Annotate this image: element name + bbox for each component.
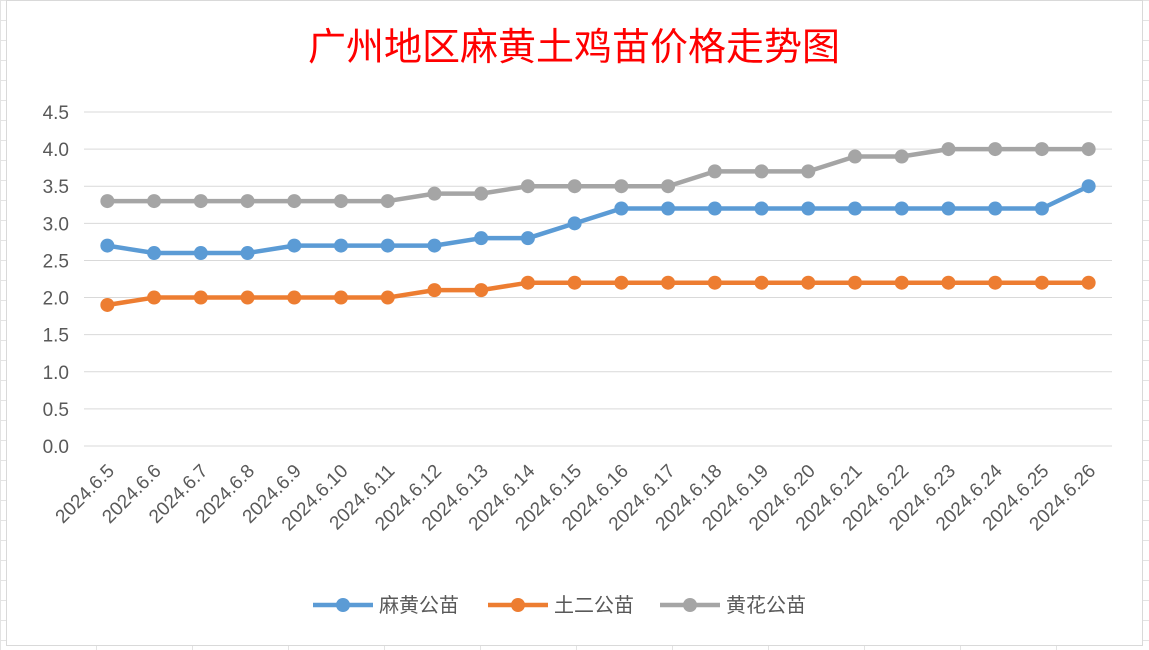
data-point	[848, 275, 862, 290]
data-point	[801, 164, 816, 179]
series-3	[100, 142, 1096, 209]
data-point	[614, 179, 629, 194]
data-point	[801, 275, 816, 290]
data-point	[941, 275, 956, 290]
data-point	[754, 164, 769, 179]
data-point	[100, 238, 115, 253]
data-point	[474, 231, 489, 246]
data-point	[240, 194, 255, 209]
data-point	[287, 238, 302, 253]
y-tick-label: 1.5	[43, 326, 69, 347]
data-point	[894, 149, 909, 164]
legend-marker	[336, 598, 350, 612]
data-point	[193, 194, 208, 209]
data-point	[661, 201, 676, 216]
y-tick-label: 1.0	[43, 363, 69, 384]
data-point	[380, 194, 395, 209]
chart-title: 广州地区麻黄土鸡苗价格走势图	[308, 25, 840, 69]
data-point	[707, 164, 722, 179]
data-point	[100, 297, 115, 312]
y-tick-label: 2.5	[43, 251, 69, 272]
data-point	[661, 179, 676, 194]
legend-label: 黄花公苗	[726, 593, 806, 617]
data-point	[567, 216, 582, 231]
y-axis-ticks: 0.0 0.5 1.0 1.5 2.0 2.5 3.0 3.5 4.0 4.5	[43, 103, 69, 458]
legend-marker	[511, 598, 525, 612]
data-point	[1034, 201, 1049, 216]
series-line	[105, 183, 1091, 256]
data-point	[1034, 275, 1049, 290]
data-point	[474, 186, 489, 201]
data-point	[287, 290, 302, 305]
data-point	[380, 238, 395, 253]
data-point	[380, 290, 395, 305]
data-point	[147, 194, 162, 209]
legend-label: 土二公苗	[554, 593, 634, 617]
y-tick-label: 4.0	[43, 140, 69, 161]
data-point	[474, 283, 489, 298]
data-point	[334, 290, 348, 305]
data-point	[988, 142, 1003, 157]
data-point	[147, 246, 162, 261]
data-point	[941, 201, 956, 216]
data-point	[240, 246, 255, 261]
gridlines	[84, 111, 1112, 447]
data-point	[707, 201, 722, 216]
data-point	[661, 275, 676, 290]
data-point	[988, 201, 1003, 216]
series-line	[105, 280, 1091, 308]
series-1	[100, 179, 1096, 261]
legend-label: 麻黄公苗	[379, 593, 459, 617]
data-point	[1081, 275, 1096, 290]
data-point	[848, 149, 862, 164]
data-point	[520, 231, 535, 246]
data-point	[100, 194, 115, 209]
data-point	[614, 201, 629, 216]
legend-item: 黄花公苗	[660, 593, 806, 617]
y-tick-label: 4.5	[43, 103, 69, 124]
data-point	[567, 179, 582, 194]
data-point	[754, 201, 769, 216]
data-point	[894, 201, 909, 216]
data-point	[427, 283, 442, 298]
series-plot	[100, 142, 1096, 312]
y-tick-label: 3.0	[43, 214, 69, 235]
legend-marker	[683, 598, 697, 612]
data-point	[707, 275, 722, 290]
data-point	[334, 194, 348, 209]
data-point	[240, 290, 255, 305]
data-point	[520, 275, 535, 290]
legend-item: 麻黄公苗	[313, 593, 459, 617]
data-point	[147, 290, 162, 305]
x-axis-ticks: 2024.6.52024.6.62024.6.72024.6.82024.6.9…	[52, 460, 1100, 535]
data-point	[754, 275, 769, 290]
data-point	[1081, 142, 1096, 157]
data-point	[520, 179, 535, 194]
data-point	[193, 290, 208, 305]
chart-area[interactable]	[6, 0, 1143, 646]
data-point	[427, 238, 442, 253]
data-point	[848, 201, 862, 216]
data-point	[193, 246, 208, 261]
data-point	[427, 186, 442, 201]
data-point	[614, 275, 629, 290]
legend-item: 土二公苗	[488, 593, 634, 617]
data-point	[1034, 142, 1049, 157]
y-tick-label: 0.5	[43, 400, 69, 421]
data-point	[801, 201, 816, 216]
data-point	[334, 238, 348, 253]
data-point	[894, 275, 909, 290]
y-tick-label: 2.0	[43, 289, 69, 310]
data-point	[1081, 179, 1096, 194]
data-point	[287, 194, 302, 209]
series-line	[105, 146, 1091, 204]
legend: 麻黄公苗 土二公苗 黄花公苗	[313, 593, 806, 617]
y-tick-label: 0.0	[43, 437, 69, 458]
data-point	[988, 275, 1003, 290]
data-point	[567, 275, 582, 290]
data-point	[941, 142, 956, 157]
series-2	[100, 275, 1096, 312]
y-tick-label: 3.5	[43, 177, 69, 198]
